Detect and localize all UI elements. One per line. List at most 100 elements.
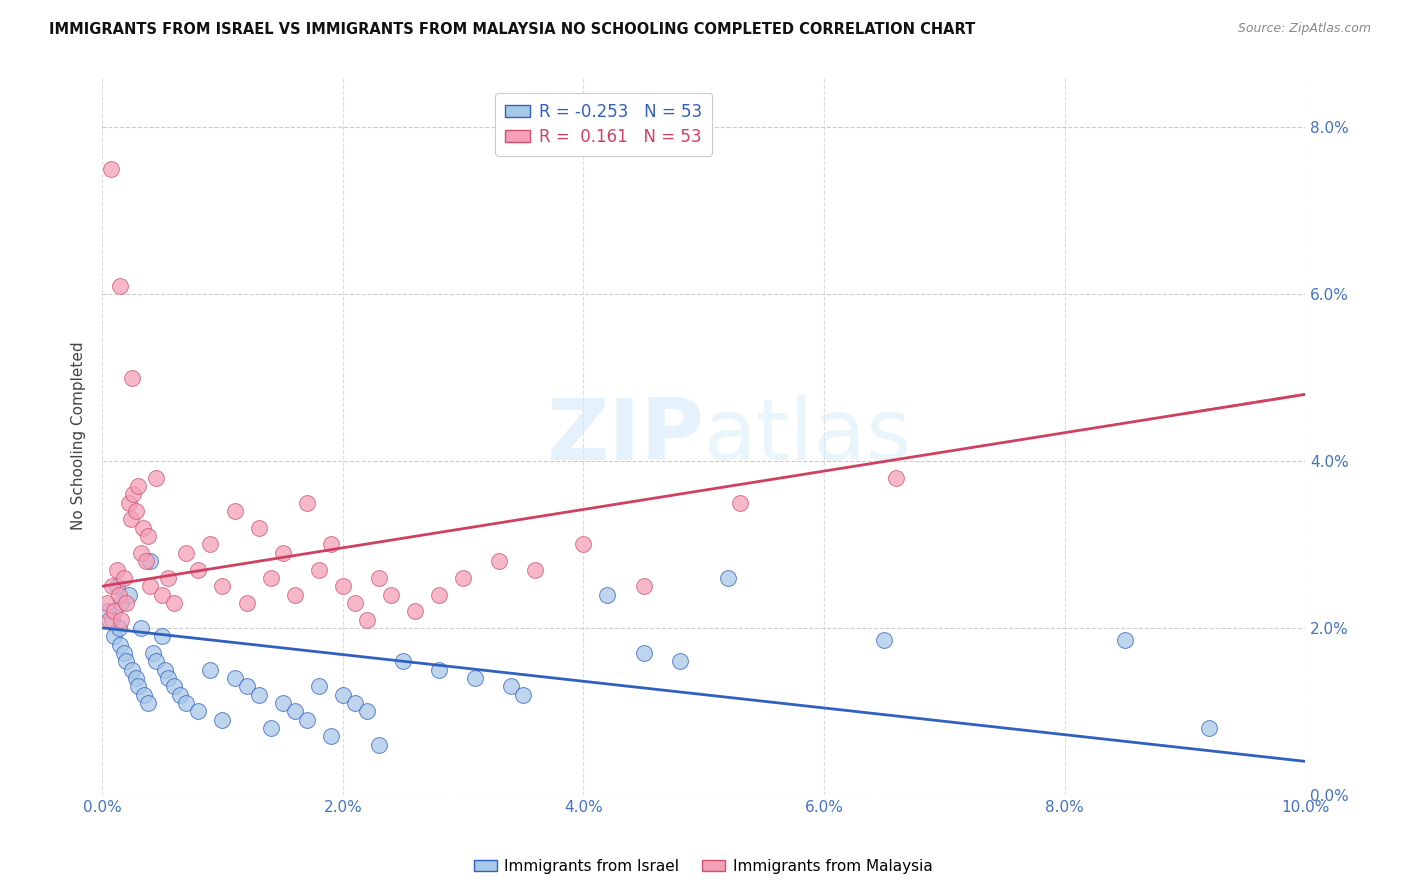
Point <box>884 471 907 485</box>
Point <box>524 562 547 576</box>
Legend: Immigrants from Israel, Immigrants from Malaysia: Immigrants from Israel, Immigrants from … <box>468 853 938 880</box>
Point <box>132 521 155 535</box>
Point <box>633 579 655 593</box>
Point <box>176 696 198 710</box>
Point <box>139 554 162 568</box>
Point <box>596 588 619 602</box>
Point <box>271 546 294 560</box>
Point <box>110 638 132 652</box>
Point <box>129 621 152 635</box>
Point <box>121 370 143 384</box>
Point <box>211 579 233 593</box>
Point <box>343 696 366 710</box>
Point <box>451 571 474 585</box>
Point <box>392 654 415 668</box>
Point <box>136 529 159 543</box>
Point <box>380 588 402 602</box>
Point <box>224 671 246 685</box>
Point <box>112 571 135 585</box>
Point <box>295 496 318 510</box>
Point <box>728 496 751 510</box>
Point <box>873 633 896 648</box>
Point <box>110 613 132 627</box>
Point <box>108 621 131 635</box>
Point <box>125 504 148 518</box>
Point <box>247 688 270 702</box>
Point <box>501 679 523 693</box>
Point <box>187 562 209 576</box>
Point <box>284 588 307 602</box>
Point <box>103 604 125 618</box>
Point <box>105 562 128 576</box>
Point <box>96 596 118 610</box>
Point <box>176 546 198 560</box>
Point <box>356 704 378 718</box>
Point <box>332 688 354 702</box>
Point <box>271 696 294 710</box>
Point <box>319 537 342 551</box>
Point <box>98 613 121 627</box>
Point <box>295 713 318 727</box>
Point <box>633 646 655 660</box>
Text: atlas: atlas <box>703 394 911 477</box>
Point <box>717 571 740 585</box>
Point <box>427 663 450 677</box>
Point <box>157 671 180 685</box>
Point <box>127 479 149 493</box>
Point <box>157 571 180 585</box>
Point <box>108 588 131 602</box>
Point <box>367 571 389 585</box>
Point <box>121 663 143 677</box>
Point <box>356 613 378 627</box>
Point <box>464 671 486 685</box>
Point <box>118 588 141 602</box>
Point <box>308 562 330 576</box>
Point <box>150 588 173 602</box>
Point <box>112 646 135 660</box>
Point <box>332 579 354 593</box>
Point <box>572 537 595 551</box>
Point <box>118 496 141 510</box>
Point <box>668 654 690 668</box>
Point <box>1198 721 1220 735</box>
Point <box>101 613 124 627</box>
Point <box>259 571 281 585</box>
Point <box>284 704 307 718</box>
Point <box>101 579 124 593</box>
Point <box>127 679 149 693</box>
Point <box>224 504 246 518</box>
Point <box>122 487 145 501</box>
Point <box>319 729 342 743</box>
Legend: R = -0.253   N = 53, R =  0.161   N = 53: R = -0.253 N = 53, R = 0.161 N = 53 <box>495 93 711 155</box>
Point <box>367 738 389 752</box>
Point <box>200 537 222 551</box>
Point <box>97 604 120 618</box>
Text: Source: ZipAtlas.com: Source: ZipAtlas.com <box>1237 22 1371 36</box>
Point <box>343 596 366 610</box>
Point <box>163 596 186 610</box>
Point <box>139 579 162 593</box>
Point <box>134 554 156 568</box>
Point <box>211 713 233 727</box>
Point <box>145 654 167 668</box>
Point <box>110 279 132 293</box>
Y-axis label: No Schooling Completed: No Schooling Completed <box>72 342 86 531</box>
Point <box>200 663 222 677</box>
Point <box>115 654 138 668</box>
Point <box>163 679 186 693</box>
Point <box>125 671 148 685</box>
Point <box>259 721 281 735</box>
Point <box>145 471 167 485</box>
Point <box>427 588 450 602</box>
Point <box>105 579 128 593</box>
Point <box>153 663 176 677</box>
Point <box>150 629 173 643</box>
Point <box>512 688 534 702</box>
Point <box>103 629 125 643</box>
Point <box>110 596 132 610</box>
Point <box>1114 633 1136 648</box>
Text: IMMIGRANTS FROM ISRAEL VS IMMIGRANTS FROM MALAYSIA NO SCHOOLING COMPLETED CORREL: IMMIGRANTS FROM ISRAEL VS IMMIGRANTS FRO… <box>49 22 976 37</box>
Point <box>488 554 510 568</box>
Point <box>235 596 257 610</box>
Point <box>134 688 156 702</box>
